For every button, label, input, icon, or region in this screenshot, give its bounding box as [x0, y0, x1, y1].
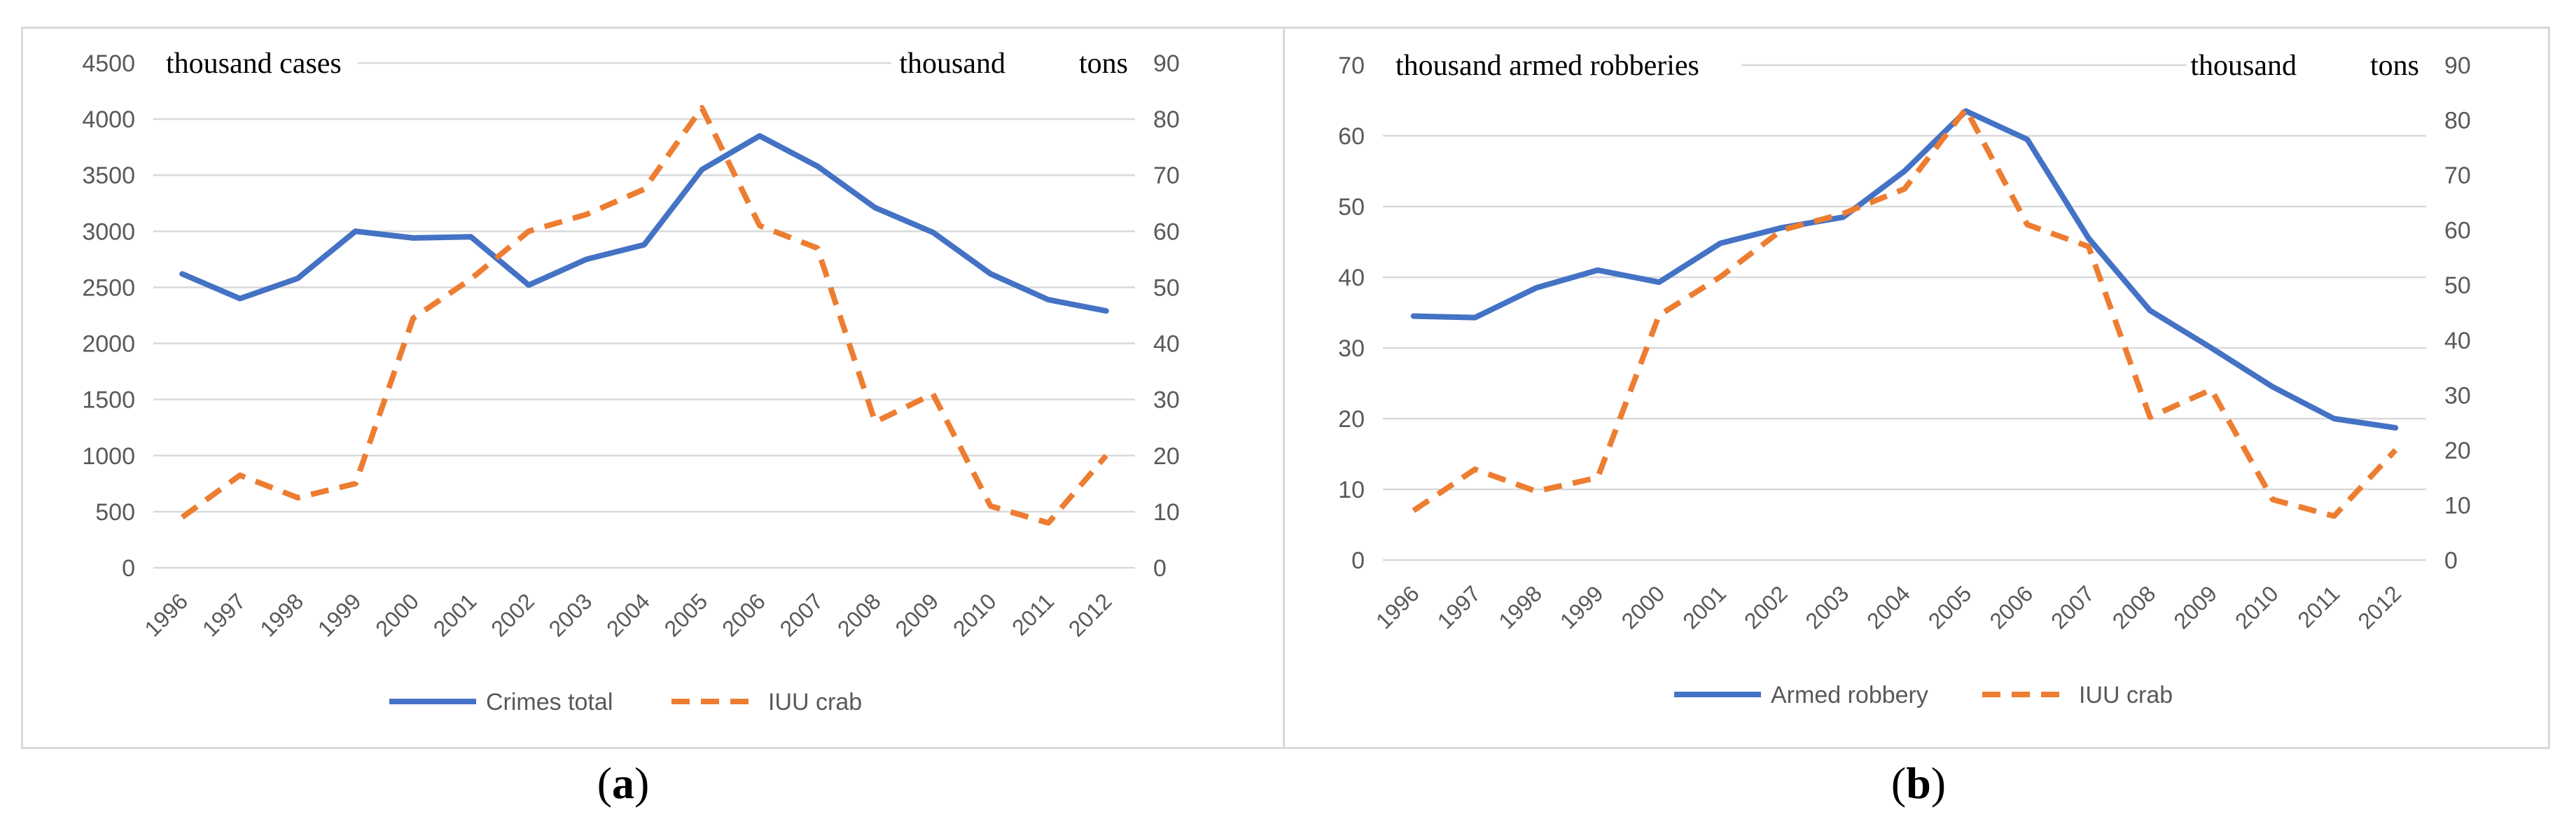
- x-tick-label: 2006: [717, 588, 770, 641]
- x-tick-label: 1999: [313, 588, 366, 641]
- x-tick-label: 2000: [1617, 580, 1670, 634]
- right-tick-label: 10: [1153, 499, 1180, 526]
- right-axis-unit-word-1: thousand: [2190, 50, 2297, 82]
- legend-label: IUU crab: [768, 689, 862, 715]
- right-tick-label: 90: [2444, 53, 2471, 79]
- left-tick-label: 60: [1338, 123, 1365, 150]
- series-line-primary: [1410, 108, 2399, 431]
- right-tick-label: 30: [2444, 382, 2471, 409]
- right-tick-label: 40: [1153, 331, 1180, 358]
- x-tick-label: 2002: [1739, 580, 1792, 634]
- right-tick-label: 40: [2444, 328, 2471, 354]
- x-tick-label: 1998: [255, 588, 308, 641]
- left-tick-label: 10: [1338, 477, 1365, 503]
- caption-a: (a): [597, 758, 650, 808]
- x-tick-label: 2011: [1007, 588, 1059, 640]
- x-tick-label: 2007: [2046, 580, 2099, 634]
- x-tick-label: 1997: [197, 588, 251, 641]
- right-tick-label: 30: [1153, 387, 1180, 414]
- left-tick-label: 70: [1338, 53, 1365, 79]
- x-tick-label: 2004: [601, 588, 655, 641]
- left-tick-label: 20: [1338, 406, 1365, 433]
- right-tick-label: 20: [1153, 443, 1180, 470]
- caption-b: (b): [1891, 758, 1947, 808]
- right-axis-unit-word-2: tons: [2370, 50, 2419, 82]
- series-line-iuu-crab: [180, 105, 1108, 526]
- x-tick-label: 2008: [2108, 580, 2161, 634]
- x-tick-label: 2005: [660, 588, 713, 641]
- chart-panel-a: 0 500 1000 1500 2000 2500 3000 3500 4000 4500 0 10 2…: [21, 27, 1288, 749]
- x-tick-label: 2006: [1984, 580, 2038, 634]
- left-tick-label: 4000: [82, 106, 135, 133]
- right-axis-unit-word-2: tons: [1079, 48, 1128, 80]
- left-tick-label: 2000: [82, 331, 135, 358]
- right-tick-label: 80: [1153, 106, 1180, 133]
- left-tick-label: 1000: [82, 443, 135, 470]
- left-tick-label: 50: [1338, 194, 1365, 221]
- left-tick-label: 30: [1338, 335, 1365, 362]
- legend-label: Armed robbery: [1771, 682, 1928, 708]
- left-tick-label: 0: [122, 555, 135, 582]
- caption-b-label: b: [1906, 758, 1931, 808]
- right-tick-label: 50: [2444, 272, 2471, 299]
- right-axis-unit-word-1: thousand: [899, 48, 1005, 80]
- right-tick-label: 0: [1153, 555, 1167, 582]
- x-tick-label: 2011: [2292, 580, 2344, 632]
- x-tick-label: 2010: [2230, 580, 2283, 634]
- right-tick-label: 70: [2444, 162, 2471, 189]
- x-tick-label: 2004: [1862, 580, 1915, 634]
- x-tick-label: 2012: [1064, 588, 1117, 641]
- x-tick-label: 2008: [833, 588, 886, 641]
- left-tick-label: 0: [1351, 547, 1365, 574]
- left-tick-label: 500: [95, 499, 135, 526]
- x-tick-label: 2000: [370, 588, 424, 641]
- legend-label: IUU crab: [2079, 682, 2173, 708]
- chart-panel-b: 0 10 20 30 40 50 60 70 0 10 20 30 40 50 60 70 80 90 thousa…: [1283, 27, 2550, 749]
- left-tick-label: 4500: [82, 50, 135, 77]
- legend-label: Crimes total: [486, 689, 613, 715]
- x-tick-label: 2009: [891, 588, 944, 641]
- x-tick-label: 1996: [1371, 580, 1424, 634]
- right-tick-label: 0: [2444, 547, 2458, 574]
- x-tick-label: 1998: [1494, 580, 1547, 634]
- right-tick-label: 80: [2444, 108, 2471, 134]
- left-tick-label: 1500: [82, 387, 135, 414]
- series-line-iuu-crab: [1412, 106, 2398, 519]
- x-tick-label: 2001: [1678, 580, 1731, 634]
- x-tick-label: 1997: [1433, 580, 1486, 634]
- x-tick-label: 2002: [486, 588, 539, 641]
- right-tick-label: 50: [1153, 274, 1180, 301]
- right-tick-label: 70: [1153, 162, 1180, 189]
- right-tick-label: 60: [1153, 218, 1180, 245]
- right-tick-label: 10: [2444, 492, 2471, 519]
- x-tick-label: 2007: [775, 588, 828, 641]
- caption-a-label: a: [612, 758, 634, 808]
- x-tick-label: 1996: [139, 588, 193, 641]
- x-tick-label: 2001: [429, 588, 482, 641]
- line-chart-a: 0 500 1000 1500 2000 2500 3000 3500 4000 4500 0 10 2…: [82, 48, 1180, 715]
- x-tick-label: 2012: [2353, 580, 2406, 634]
- x-tick-label: 1999: [1555, 580, 1608, 634]
- x-tick-label: 2005: [1923, 580, 1977, 634]
- left-tick-label: 3000: [82, 218, 135, 245]
- left-tick-label: 40: [1338, 265, 1365, 291]
- right-tick-label: 20: [2444, 438, 2471, 464]
- left-axis-unit: thousand cases: [166, 48, 342, 80]
- right-tick-label: 90: [1153, 50, 1180, 77]
- x-tick-label: 2003: [544, 588, 597, 641]
- line-chart-b: 0 10 20 30 40 50 60 70 0 10 20 30 40 50 60 70 80 90 thousa…: [1338, 50, 2471, 708]
- right-tick-label: 60: [2444, 218, 2471, 244]
- x-tick-label: 2010: [948, 588, 1001, 641]
- left-tick-label: 3500: [82, 162, 135, 189]
- left-axis-unit: thousand armed robberies: [1395, 50, 1699, 82]
- x-tick-label: 2003: [1801, 580, 1854, 634]
- left-tick-label: 2500: [82, 274, 135, 301]
- series-line-primary: [179, 133, 1109, 314]
- x-tick-label: 2009: [2168, 580, 2222, 634]
